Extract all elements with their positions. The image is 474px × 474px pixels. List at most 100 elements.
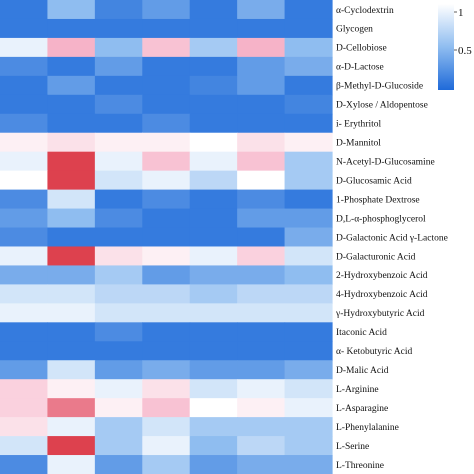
heatmap-cell <box>189 379 238 399</box>
colorbar-tick-label: 1 <box>458 7 464 19</box>
row-label: 2-Hydroxybenzoic Acid <box>336 271 428 281</box>
heatmap-cell <box>237 113 286 134</box>
heatmap-cell <box>284 398 333 418</box>
heatmap-cell <box>0 189 49 210</box>
heatmap-cell <box>237 436 286 456</box>
row-label: i- Erythritol <box>336 120 381 130</box>
row-label: L-Threonine <box>336 461 384 471</box>
heatmap-cell <box>47 379 96 399</box>
heatmap-cell <box>189 227 238 248</box>
heatmap-cell <box>237 132 286 153</box>
heatmap-cell <box>47 227 96 248</box>
heatmap-cell <box>0 170 49 191</box>
heatmap-cell <box>94 265 143 285</box>
heatmap-cell <box>94 398 143 418</box>
row-label: D-Cellobiose <box>336 44 387 54</box>
heatmap-cell <box>47 303 96 323</box>
heatmap-cell <box>237 284 286 304</box>
heatmap-cell <box>94 379 143 399</box>
heatmap-cell <box>94 132 143 153</box>
heatmap-cell <box>0 151 49 172</box>
heatmap-cell <box>189 75 238 96</box>
row-label: D,L-α-phosphoglycerol <box>336 214 426 224</box>
row-label: L-Serine <box>336 442 369 452</box>
heatmap-cell <box>237 455 286 474</box>
heatmap-cell <box>94 170 143 191</box>
heatmap-cell <box>142 132 191 153</box>
heatmap-cell <box>142 94 191 115</box>
heatmap-cell <box>284 360 333 380</box>
heatmap-cell <box>142 75 191 96</box>
heatmap-cell <box>142 151 191 172</box>
heatmap-cell <box>284 455 333 474</box>
row-label: 4-Hydroxybenzoic Acid <box>336 290 428 300</box>
heatmap-cell <box>189 56 238 77</box>
heatmap-cell <box>284 379 333 399</box>
heatmap-cell <box>284 436 333 456</box>
heatmap-cell <box>284 303 333 323</box>
heatmap-cell <box>94 208 143 229</box>
heatmap-cell <box>284 341 333 361</box>
row-label: L-Arginine <box>336 385 379 395</box>
heatmap-cell <box>142 18 191 39</box>
heatmap-cell <box>0 37 49 58</box>
heatmap-cell <box>189 37 238 58</box>
heatmap-cell <box>0 379 49 399</box>
colorbar-tick-label: 0.5 <box>458 45 472 57</box>
heatmap-cell <box>94 56 143 77</box>
heatmap-cell <box>142 341 191 361</box>
row-label: L-Asparagine <box>336 404 388 414</box>
heatmap-cell <box>237 56 286 77</box>
colorbar: 10.5 <box>438 4 472 90</box>
heatmap-cell <box>0 227 49 248</box>
heatmap-cell <box>94 227 143 248</box>
heatmap-cell <box>284 132 333 153</box>
heatmap-cell <box>284 56 333 77</box>
row-label: D-Malic Acid <box>336 366 389 376</box>
heatmap-cell <box>0 56 49 77</box>
heatmap-cell <box>94 246 143 267</box>
heatmap-cell <box>0 284 49 304</box>
heatmap-cell <box>284 322 333 342</box>
heatmap-cell <box>237 208 286 229</box>
heatmap-cell <box>142 360 191 380</box>
heatmap-cell <box>189 417 238 437</box>
heatmap-cell <box>0 417 49 437</box>
heatmap-cell <box>0 436 49 456</box>
heatmap-cell <box>0 246 49 267</box>
heatmap-cell <box>189 303 238 323</box>
heatmap-cell <box>284 208 333 229</box>
row-label: D-Xylose / Aldopentose <box>336 101 428 111</box>
heatmap-cell <box>142 284 191 304</box>
heatmap-cell <box>284 265 333 285</box>
heatmap-cell <box>142 37 191 58</box>
heatmap-cell <box>189 151 238 172</box>
heatmap-cell <box>142 379 191 399</box>
heatmap-cell <box>0 398 49 418</box>
row-label: α-D-Lactose <box>336 63 384 73</box>
heatmap-cell <box>237 0 286 20</box>
heatmap-cell <box>142 113 191 134</box>
heatmap-cell <box>142 303 191 323</box>
heatmap-cell <box>237 265 286 285</box>
heatmap-cell <box>189 436 238 456</box>
heatmap-cell <box>237 37 286 58</box>
heatmap-cell <box>0 18 49 39</box>
heatmap-cell <box>47 360 96 380</box>
heatmap-cell <box>284 189 333 210</box>
heatmap-cell <box>189 455 238 474</box>
heatmap-cell <box>47 189 96 210</box>
heatmap-cell <box>94 37 143 58</box>
heatmap-cell <box>284 227 333 248</box>
heatmap-cell <box>237 398 286 418</box>
heatmap-cell <box>94 417 143 437</box>
heatmap-cell <box>142 322 191 342</box>
heatmap-cell <box>94 18 143 39</box>
heatmap-cell <box>284 75 333 96</box>
row-label: α-Cyclodextrin <box>336 6 394 16</box>
heatmap-cell <box>284 151 333 172</box>
heatmap-cell <box>237 189 286 210</box>
heatmap-cell <box>237 170 286 191</box>
heatmap-cell <box>47 37 96 58</box>
